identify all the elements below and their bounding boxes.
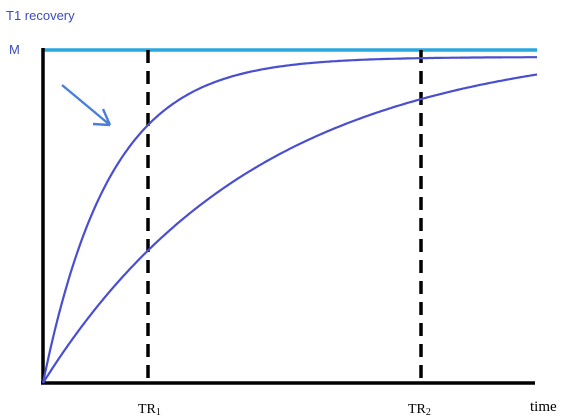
tr1-label: TR1 [138,402,161,417]
short-t1-recovery-curve [41,56,537,384]
diagram-title: T1 recovery [6,8,75,23]
x-axis-label: time [530,399,557,415]
long-t1-recovery-curve [42,73,538,384]
m-label: M [9,42,20,57]
tr2-label: TR2 [408,402,431,417]
annotation-arrow-icon [61,84,112,127]
